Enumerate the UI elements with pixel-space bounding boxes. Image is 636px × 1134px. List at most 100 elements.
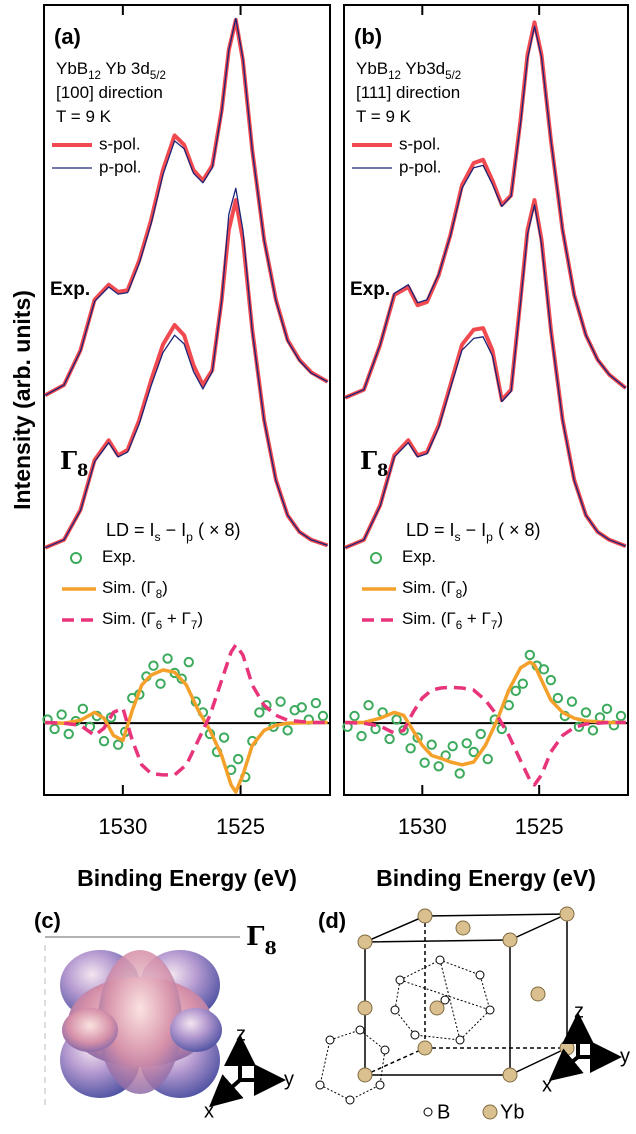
annotation: T = 9 K [56,107,112,126]
exp-line [344,25,627,399]
annotation-part: T = 9 K [56,107,112,126]
legend-text-part: 8 [456,589,462,601]
legend-text: Exp. [102,547,136,566]
ld-title-part: − I [461,520,487,540]
axis-label: x [542,1074,552,1096]
y-axis-title: Intensity (arb. units) [9,290,35,510]
annotation: T = 9 K [356,107,412,126]
legend-text-part: ) [497,609,503,628]
legend-text: Sim. (Γ8) [402,578,468,601]
annotation-part: YbB [356,59,388,78]
yb-atoms [357,906,575,1083]
ld-point [296,702,307,713]
ld-title-part: s [155,530,161,544]
legend-text-part: Sim. (Γ [402,609,456,628]
ld-point [77,703,89,715]
panel-label: (c) [34,908,61,933]
curve-label-part: 8 [77,461,88,480]
ld-sim-line [345,685,626,787]
ld-point [49,723,60,735]
ld-title-part: p [486,530,493,544]
ld-point [148,660,159,671]
plot-frame [343,4,629,796]
ld-title: LD = Is − Ip ( × 8) [106,520,241,544]
ld-point [461,738,472,749]
panel-label: (a) [54,24,81,49]
legend-marker [482,1104,498,1120]
ld-point [601,703,613,715]
axis-arrow [548,1048,584,1082]
legend-text-part: 6 [456,620,462,632]
ld-title-part: ( × 8) [493,520,541,540]
ld-point [275,696,286,707]
orbital-shape [60,950,222,1098]
ld-point [426,739,437,750]
legend-text-part: ) [462,578,468,597]
plot-frame [43,4,331,796]
ld-title: LD = Is − Ip ( × 8) [406,520,541,544]
legend-text-part: ) [197,609,203,628]
ld-point [482,753,493,765]
ld-point [398,725,409,736]
legend-text-part: 8 [156,589,162,601]
ld-point [475,728,486,740]
legend-swatch [370,552,382,564]
diagram-title: Γ8 [246,922,277,959]
ld-point [454,768,465,779]
ld-sim-line [45,668,328,794]
ld-point [232,753,244,765]
sim-line [344,204,626,549]
ld-sim-line [345,660,626,767]
ld-point [419,757,430,768]
legend-text-part: + Γ [162,609,191,628]
sim-line [44,198,329,550]
ld-point [254,707,265,718]
ld-title-part: LD = I [406,520,455,540]
legend-text: Exp. [402,547,436,566]
axis-arrow [208,1074,244,1108]
legend-text-part: 7 [491,620,497,632]
annotation-part: 12 [88,70,101,82]
diagram-title-part: Γ [246,922,265,952]
ld-point [356,730,367,742]
legend-text: p-pol. [99,157,142,176]
curve-label-part: Γ [60,446,77,475]
legend-text-part: + Γ [462,609,491,628]
x-axis-title: Binding Energy (eV) [376,865,596,891]
legend-text-part: Sim. (Γ [402,578,456,597]
legend-text: p-pol. [399,157,442,176]
axis-label: x [204,1100,214,1122]
annotation-part: T = 9 K [356,107,412,126]
ld-point [282,725,293,736]
panel-label: (b) [354,24,382,49]
ld-point [573,721,585,732]
panel-d [315,906,622,1120]
ld-point [310,697,322,709]
x-tick-label: 1530 [398,814,447,839]
legend-text: B [437,1101,450,1123]
legend-text: Sim. (Γ8) [102,578,168,601]
ld-point [363,700,374,711]
ld-point [218,732,230,743]
ld-point [552,692,564,704]
curve-label-part: Γ [360,446,377,475]
annotation: [111] direction [356,83,460,102]
boron-atoms [315,955,495,1105]
annotation-part: 5/2 [445,70,461,82]
x-tick-label: 1525 [216,814,265,839]
annotation-part: 12 [388,70,401,82]
legend-text-part: Exp. [402,547,436,566]
ld-point [176,673,187,684]
legend-text-part: Exp. [102,547,136,566]
curve-label-part: 8 [377,461,388,480]
panel-c: (c) z y x [34,908,294,1122]
legend-text-part: Sim. (Γ [102,609,156,628]
boron-network [319,959,491,1101]
ld-point [587,725,599,736]
legend-text: s-pol. [399,134,441,153]
ld-point [615,710,627,722]
ld-title-part: − I [161,520,187,540]
ld-point [468,746,479,758]
